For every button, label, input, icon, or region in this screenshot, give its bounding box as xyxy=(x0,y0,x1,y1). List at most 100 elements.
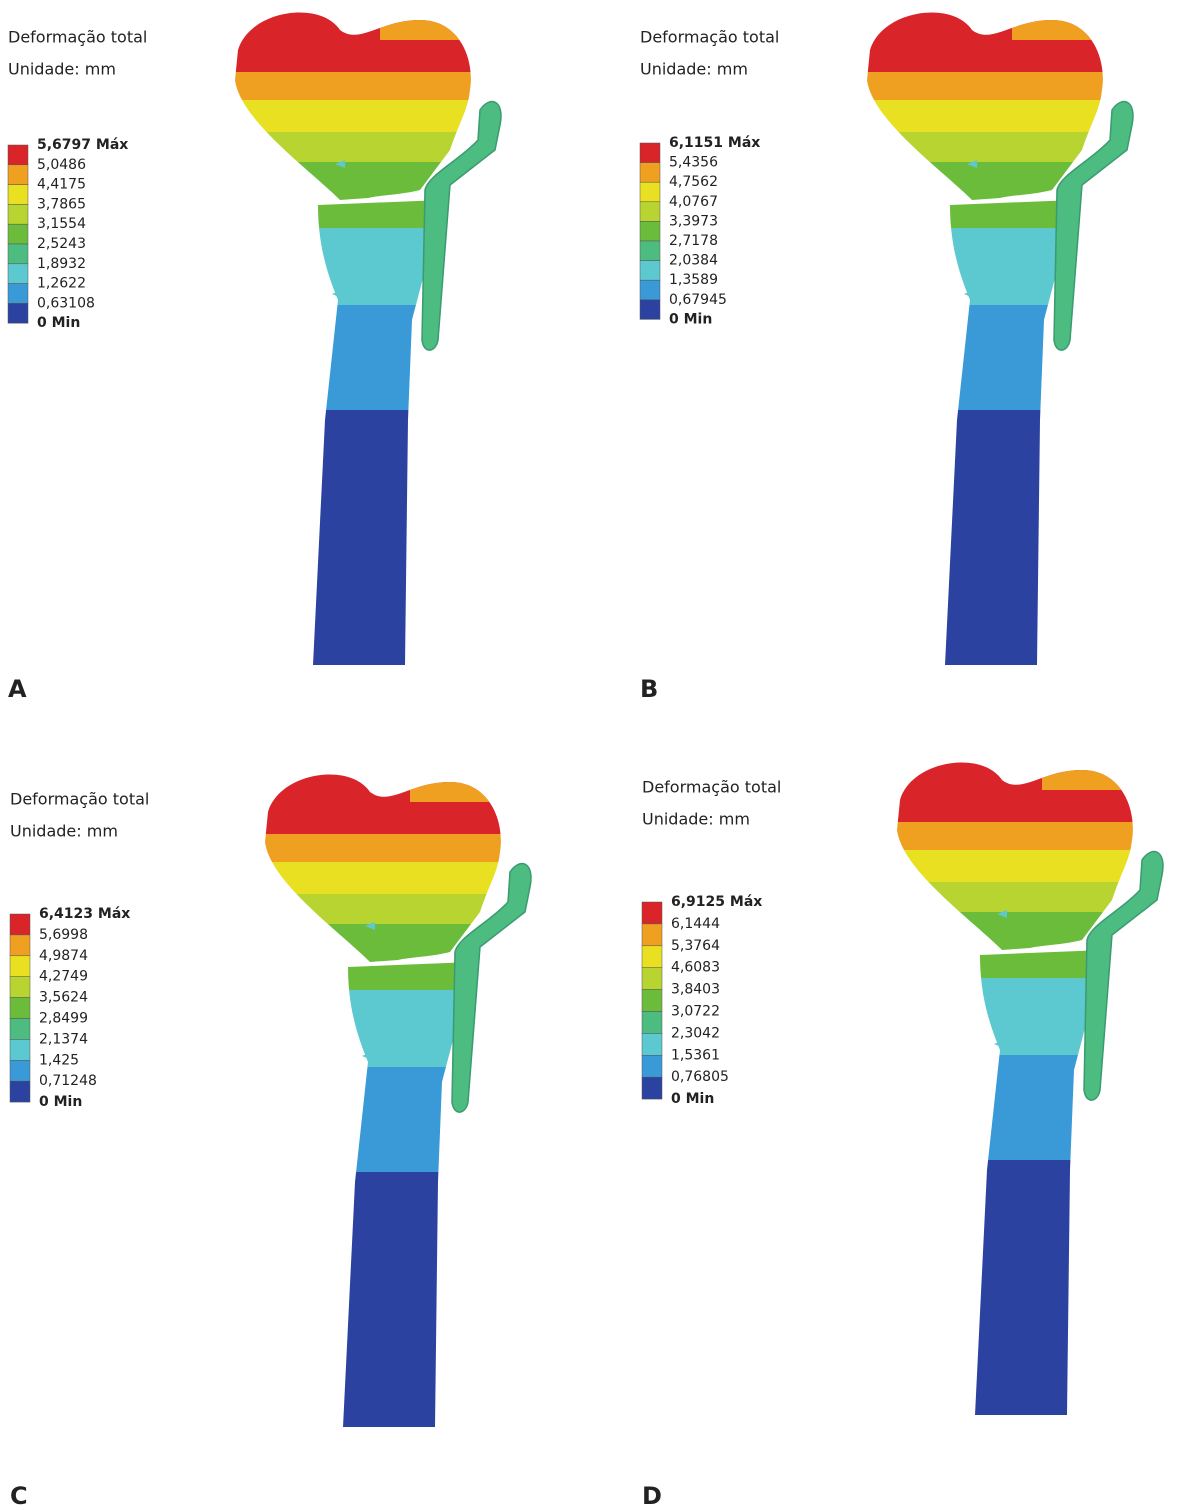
legend-label: 2,1374 xyxy=(39,1031,88,1047)
band xyxy=(1042,762,1133,790)
legend-label: 1,2622 xyxy=(37,276,86,292)
legend-swatch xyxy=(7,204,29,225)
legend-label: 4,2749 xyxy=(39,969,88,985)
legend-swatch xyxy=(9,976,31,998)
plate xyxy=(1083,850,1164,1101)
plate xyxy=(451,862,532,1113)
plate xyxy=(1053,100,1134,351)
band xyxy=(975,1160,1104,1415)
band xyxy=(343,1172,472,1427)
legend-swatch xyxy=(7,144,29,166)
legend-label: 3,3973 xyxy=(669,213,718,229)
legend-swatch xyxy=(639,181,661,203)
legend-label: 1,425 xyxy=(39,1052,79,1068)
legend-label: 0,76805 xyxy=(671,1069,729,1085)
legend-swatch xyxy=(9,1060,31,1082)
legend-swatch xyxy=(7,283,29,304)
legend-label: 0,63108 xyxy=(37,295,95,311)
legend-swatch xyxy=(641,1076,663,1100)
legend-label: 4,4175 xyxy=(37,177,86,193)
band xyxy=(313,410,442,665)
legend-swatch xyxy=(641,1011,663,1034)
legend-unit: Unidade: mm xyxy=(10,822,118,841)
legend-swatch xyxy=(9,1039,31,1061)
panel-label: C xyxy=(10,1482,28,1510)
legend-swatch xyxy=(641,901,663,925)
legend-swatch xyxy=(9,934,31,957)
band xyxy=(343,962,472,990)
legend-swatch xyxy=(639,299,661,320)
band xyxy=(975,950,1104,978)
femur-model xyxy=(235,12,502,665)
legend-title: Deformação total xyxy=(8,28,147,47)
band xyxy=(235,100,471,132)
legend-label: 5,3764 xyxy=(671,938,720,954)
band xyxy=(897,882,1133,912)
legend-label: 6,9125 Máx xyxy=(671,894,762,910)
band xyxy=(897,822,1133,850)
legend-label: 2,0384 xyxy=(669,253,718,269)
legend-swatch xyxy=(9,913,31,936)
legend-label: 4,7562 xyxy=(669,174,718,190)
legend-label: 3,8403 xyxy=(671,982,720,998)
legend-unit: Unidade: mm xyxy=(642,810,750,829)
panel-label: A xyxy=(8,675,27,703)
legend-swatch xyxy=(7,243,29,265)
legend-swatch xyxy=(7,263,29,284)
legend-label: 2,5243 xyxy=(37,236,86,252)
legend-swatch xyxy=(641,989,663,1012)
legend-swatch xyxy=(639,279,661,301)
legend-swatch xyxy=(641,945,663,968)
legend-label: 3,7865 xyxy=(37,196,86,212)
band xyxy=(380,12,471,40)
legend-label: 6,1151 Máx xyxy=(669,135,760,151)
legend-label: 4,6083 xyxy=(671,960,720,976)
femur-model xyxy=(867,12,1134,665)
legend-label: 5,6797 Máx xyxy=(37,137,128,153)
band xyxy=(265,894,501,924)
legend-swatch xyxy=(7,223,29,245)
femur-model xyxy=(265,774,532,1427)
legend-label: 0,71248 xyxy=(39,1073,97,1089)
plate xyxy=(421,100,502,351)
legend-swatch xyxy=(7,184,29,205)
band xyxy=(897,850,1133,882)
legend-label: 6,1444 xyxy=(671,916,720,932)
legend-swatch xyxy=(7,303,29,324)
legend-label: 4,0767 xyxy=(669,194,718,210)
legend-swatch xyxy=(9,997,31,1019)
band xyxy=(265,834,501,862)
band xyxy=(235,132,471,162)
legend-label: 0 Min xyxy=(671,1091,714,1107)
legend-swatch xyxy=(9,955,31,977)
legend-label: 5,0486 xyxy=(37,157,86,173)
femur-model xyxy=(897,762,1164,1415)
legend-label: 1,8932 xyxy=(37,256,86,272)
band xyxy=(265,862,501,894)
legend-label: 3,0722 xyxy=(671,1004,720,1020)
legend-title: Deformação total xyxy=(10,790,149,809)
legend-swatch xyxy=(639,162,661,183)
legend-label: 5,4356 xyxy=(669,155,718,171)
band xyxy=(235,72,471,100)
legend-label: 0 Min xyxy=(39,1094,82,1110)
legend-label: 0 Min xyxy=(669,311,712,327)
legend-swatch xyxy=(639,201,661,222)
legend-label: 1,5361 xyxy=(671,1047,720,1063)
band xyxy=(410,774,501,802)
legend-swatch xyxy=(639,260,661,281)
band xyxy=(1012,12,1103,40)
legend-swatch xyxy=(639,142,661,163)
band xyxy=(945,200,1074,228)
band xyxy=(867,72,1103,100)
band xyxy=(945,410,1074,665)
band xyxy=(867,132,1103,162)
legend-label: 2,8499 xyxy=(39,1011,88,1027)
legend-swatch xyxy=(9,1018,31,1040)
legend-swatch xyxy=(641,1033,663,1056)
panel: Deformação total Unidade: mm 6,9125 Máx 6,1… xyxy=(641,762,1164,1510)
panel: Deformação total Unidade: mm 6,4123 Máx 5,6… xyxy=(9,774,532,1510)
legend-label: 4,9874 xyxy=(39,948,88,964)
legend-title: Deformação total xyxy=(642,778,781,797)
legend-label: 1,3589 xyxy=(669,272,718,288)
